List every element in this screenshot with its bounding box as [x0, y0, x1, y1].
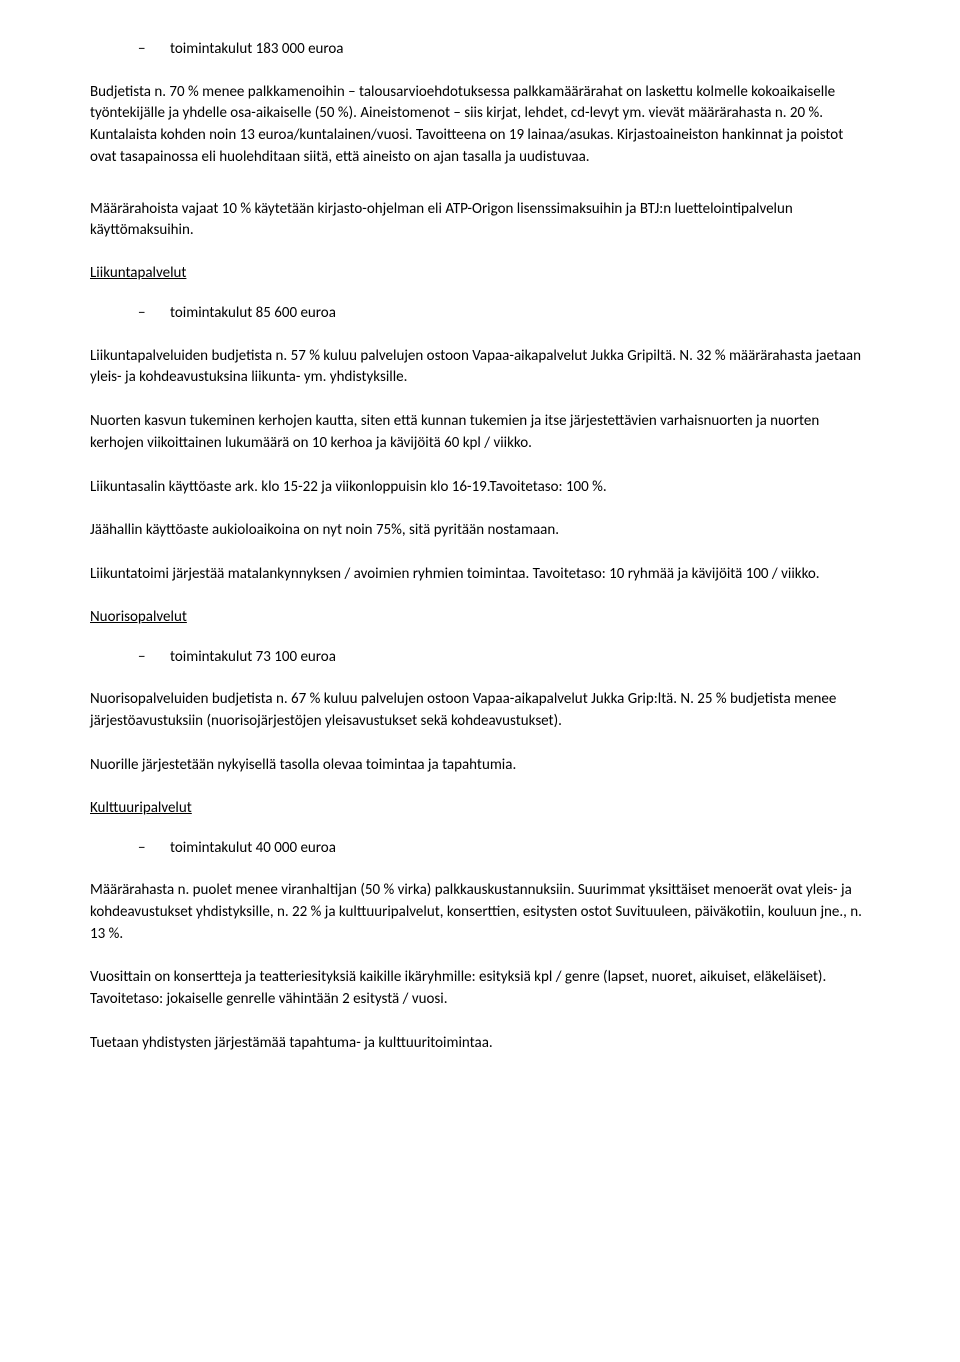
list-item: − toimintakulut 73 100 euroa	[138, 648, 870, 668]
bullet-dash-icon: −	[138, 648, 170, 668]
list-item: − toimintakulut 85 600 euroa	[138, 304, 870, 324]
heading-text: Nuorisopalvelut	[90, 608, 187, 626]
bullet-text: toimintakulut 183 000 euroa	[170, 40, 344, 60]
document-page: − toimintakulut 183 000 euroa Budjetista…	[0, 0, 960, 1117]
body-paragraph: Vuosittain on konsertteja ja teatteriesi…	[90, 967, 870, 1011]
bullet-dash-icon: −	[138, 304, 170, 324]
body-paragraph: Määrärahasta n. puolet menee viranhaltij…	[90, 880, 870, 945]
body-paragraph: Budjetista n. 70 % menee palkkamenoihin …	[90, 82, 870, 169]
heading-text: Liikuntapalvelut	[90, 264, 186, 282]
bullet-text: toimintakulut 85 600 euroa	[170, 304, 336, 324]
body-paragraph: Liikuntatoimi järjestää matalankynnyksen…	[90, 564, 870, 586]
body-paragraph: Määrärahoista vajaat 10 % käytetään kirj…	[90, 199, 870, 243]
list-item: − toimintakulut 40 000 euroa	[138, 839, 870, 859]
bullet-dash-icon: −	[138, 839, 170, 859]
body-paragraph: Nuorten kasvun tukeminen kerhojen kautta…	[90, 411, 870, 455]
body-paragraph: Jäähallin käyttöaste aukioloaikoina on n…	[90, 520, 870, 542]
list-item: − toimintakulut 183 000 euroa	[138, 40, 870, 60]
body-paragraph: Tuetaan yhdistysten järjestämää tapahtum…	[90, 1033, 870, 1055]
body-paragraph: Nuorisopalveluiden budjetista n. 67 % ku…	[90, 689, 870, 733]
body-paragraph: Liikuntasalin käyttöaste ark. klo 15-22 …	[90, 477, 870, 499]
section-heading-kulttuuri: Kulttuuripalvelut	[90, 799, 870, 817]
body-paragraph: Liikuntapalveluiden budjetista n. 57 % k…	[90, 346, 870, 390]
section-heading-nuoriso: Nuorisopalvelut	[90, 608, 870, 626]
section-heading-liikunta: Liikuntapalvelut	[90, 264, 870, 282]
bullet-text: toimintakulut 73 100 euroa	[170, 648, 336, 668]
body-paragraph: Nuorille järjestetään nykyisellä tasolla…	[90, 755, 870, 777]
heading-text: Kulttuuripalvelut	[90, 799, 192, 817]
bullet-text: toimintakulut 40 000 euroa	[170, 839, 336, 859]
bullet-dash-icon: −	[138, 40, 170, 60]
